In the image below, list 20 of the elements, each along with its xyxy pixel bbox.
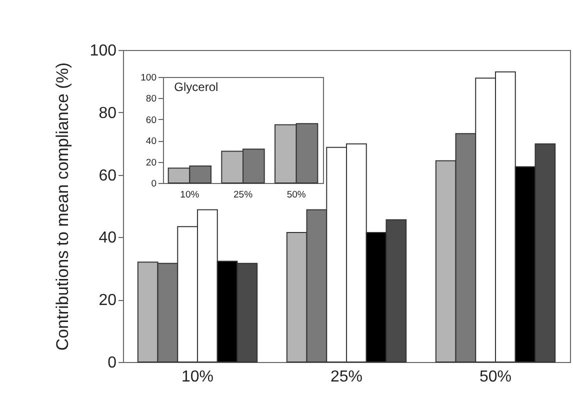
y-tick-label: 60 [146, 114, 156, 126]
y-tick-label: 20 [146, 157, 156, 168]
x-tick-label: 50% [286, 190, 306, 200]
x-tick-label: 25% [233, 190, 254, 200]
y-tick-label: 40 [98, 230, 117, 247]
y-tick-label: 80 [98, 104, 117, 122]
y-tick-label: 100 [90, 42, 117, 60]
x-tick-label: 10% [181, 368, 214, 386]
chart-title: Glycerol [174, 80, 218, 94]
y-tick-label: 20 [98, 292, 117, 310]
y-tick-label: 80 [146, 94, 156, 105]
y-tick-label: 100 [140, 72, 156, 84]
x-tick-label: 50% [479, 368, 512, 386]
y-axis-title: Contributions to mean compliance (%) [52, 62, 72, 351]
y-tick-label: 0 [151, 178, 156, 190]
y-tick-label: 0 [108, 354, 117, 372]
y-tick-label: 60 [98, 167, 117, 184]
y-tick-label: 40 [146, 136, 156, 148]
x-tick-label: 25% [330, 368, 363, 386]
x-tick-label: 10% [180, 190, 200, 200]
